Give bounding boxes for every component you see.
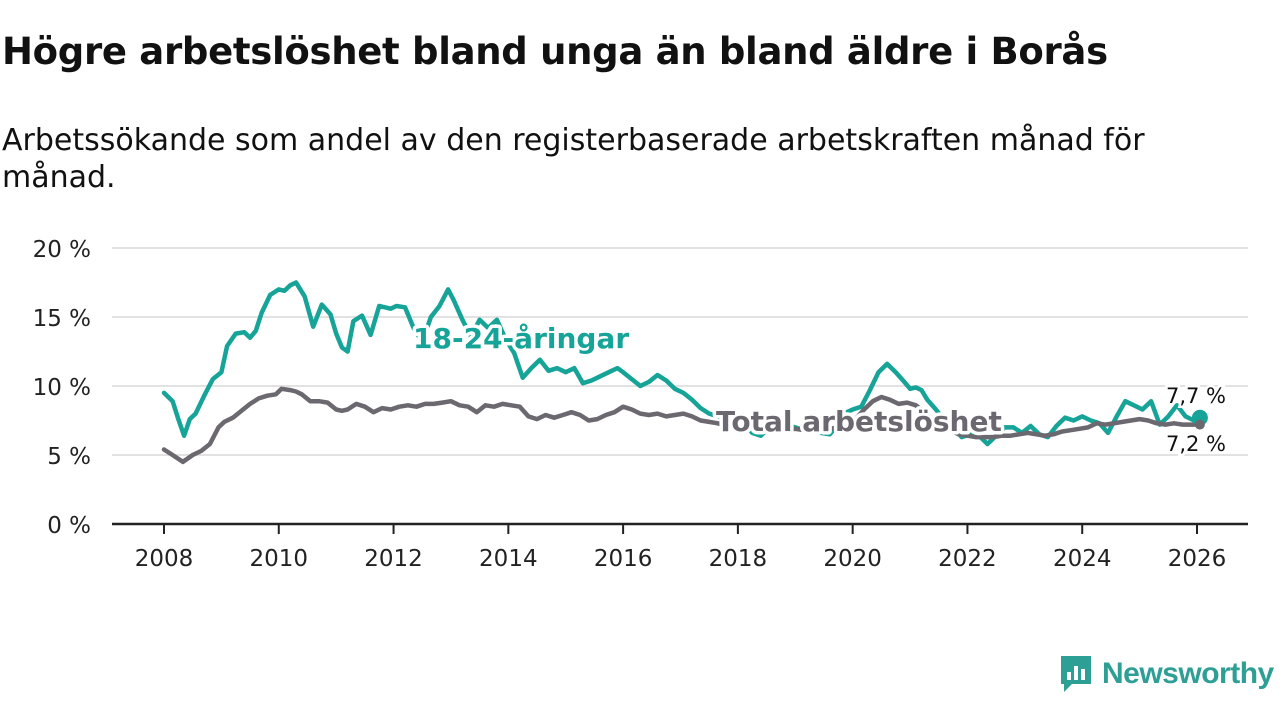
youth-unemployment-line [161, 280, 1203, 447]
x-tick-label: 2008 [135, 546, 194, 572]
y-tick-label: 20 % [33, 237, 91, 263]
chart-title: Högre arbetslöshet bland unga än bland ä… [2, 30, 1108, 73]
y-tick-label: 10 % [33, 375, 91, 401]
x-tick-label: 2016 [594, 546, 653, 572]
brand-name: Newsworthy [1102, 657, 1274, 690]
x-tick-label: 2022 [938, 546, 997, 572]
x-axis: 2008 2010 2012 2014 2016 2018 2020 2022 2024 2026 [112, 522, 1248, 572]
line-chart: 0 %5 %10 %15 %20 % 2008 2010 2012 2014 2016 2… [33, 237, 1248, 572]
x-tick-label: 2012 [364, 546, 423, 572]
x-tick-label: 2018 [709, 546, 768, 572]
x-tick-label: 2020 [823, 546, 882, 572]
newsworthy-logo-icon [1061, 656, 1091, 692]
x-tick-label: 2010 [250, 546, 309, 572]
y-axis-ticks: 0 % 5 % 10 % 15 % 20 % [33, 237, 91, 539]
youth-end-label: 7,7 % [1166, 384, 1226, 408]
total-end-point [1194, 419, 1205, 430]
newsworthy-brand[interactable]: Newsworthy [1058, 654, 1274, 694]
chart-subtitle: Arbetssökande som andel av den registerb… [2, 123, 1145, 195]
x-tick-label: 2014 [479, 546, 538, 572]
x-tick-label: 2024 [1053, 546, 1112, 572]
x-tick-label: 2026 [1168, 546, 1227, 572]
total-end-label: 7,2 % [1166, 432, 1226, 456]
y-tick-label: 5 % [47, 444, 91, 470]
total-series-label: Total arbetslöshet [716, 405, 1002, 438]
gridlines [112, 247, 1248, 456]
series-lines [161, 280, 1208, 465]
series-labels: 18-24-åringar Total arbetslöshet 7,7 % 7,2 … [410, 319, 1229, 459]
y-tick-label: 15 % [33, 306, 91, 332]
youth-series-label: 18-24-åringar [413, 322, 629, 355]
total-unemployment-line [161, 386, 1203, 465]
y-tick-label: 0 % [47, 513, 91, 539]
